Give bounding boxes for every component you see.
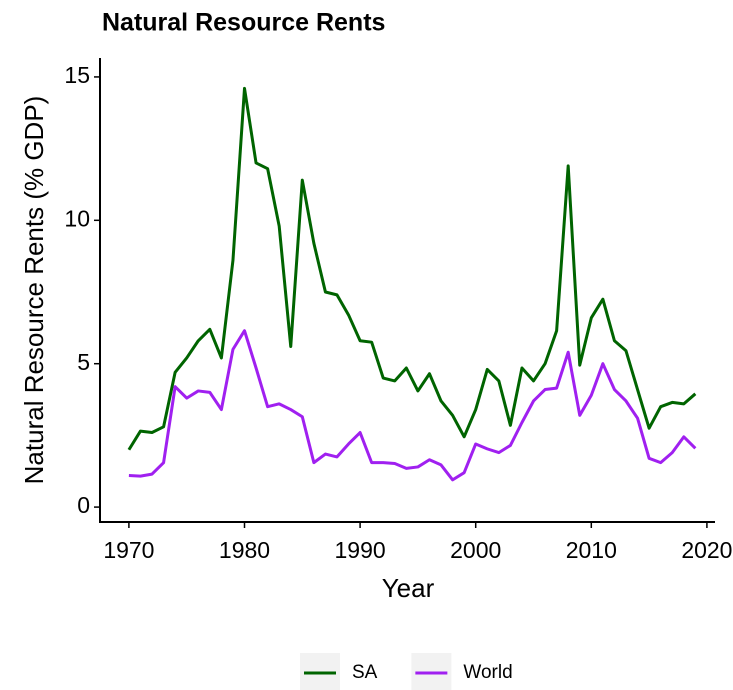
- y-tick-label: 10: [64, 205, 90, 231]
- y-tick-label: 0: [77, 492, 90, 518]
- x-axis-title: Year: [382, 573, 435, 603]
- x-tick-label: 2020: [681, 537, 732, 563]
- x-tick-label: 1990: [335, 537, 386, 563]
- data-line: [128, 329, 697, 482]
- x-tick-label: 1970: [103, 537, 154, 563]
- legend-label: World: [463, 662, 512, 683]
- y-tick-label: 15: [64, 62, 90, 88]
- legend-label: SA: [352, 662, 378, 683]
- x-tick-label: 2000: [450, 537, 501, 563]
- y-tick-label: 5: [77, 349, 90, 375]
- chart-title: Natural Resource Rents: [102, 9, 385, 37]
- y-axis-title: Natural Resource Rents (% GDP): [19, 96, 49, 485]
- x-tick-label: 1980: [219, 537, 270, 563]
- x-tick-label: 2010: [566, 537, 617, 563]
- data-line: [127, 86, 697, 451]
